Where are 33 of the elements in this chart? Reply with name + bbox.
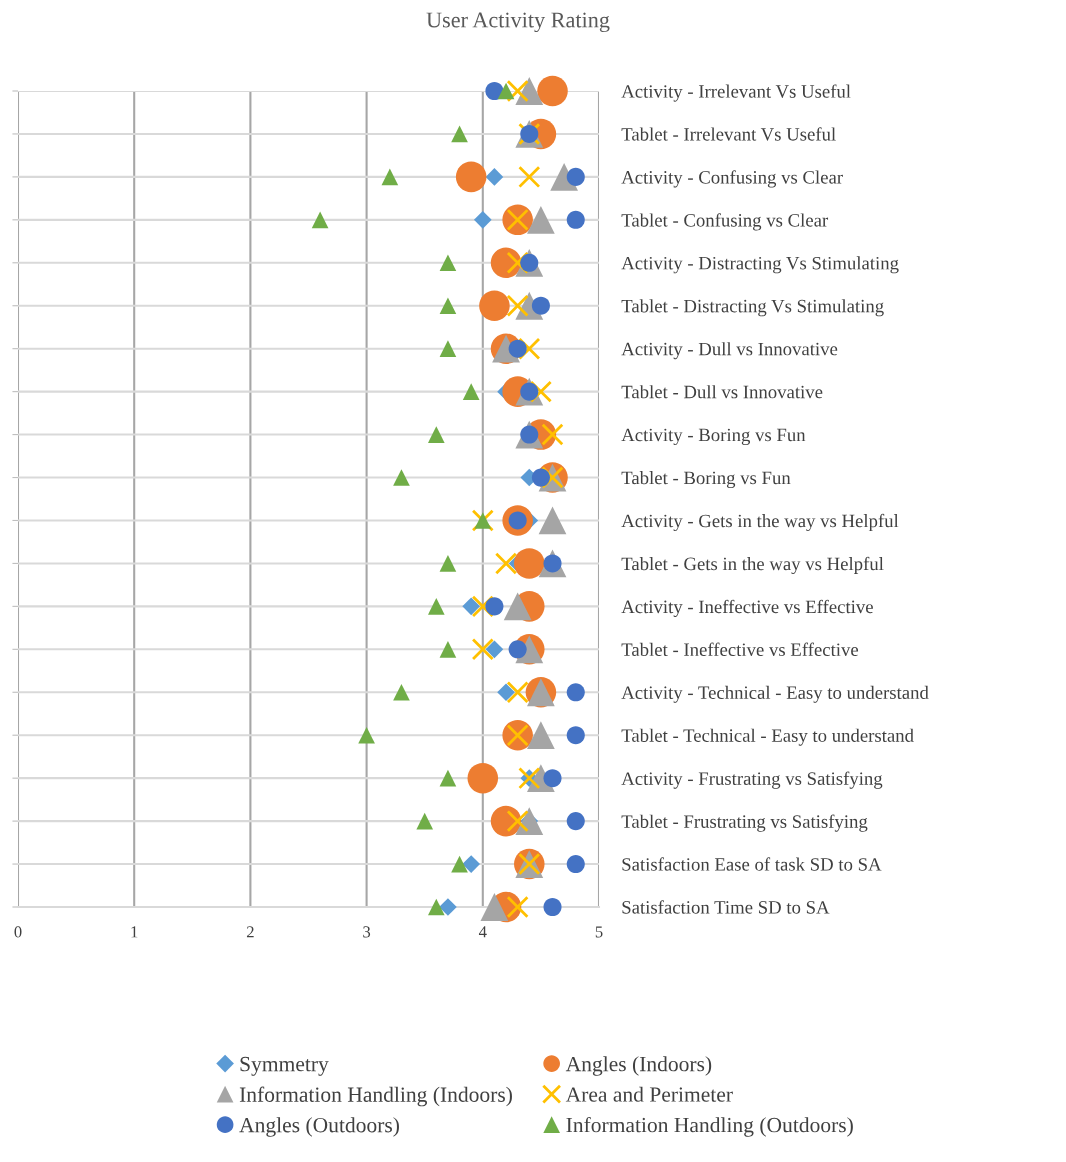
y-tick-label: Activity - Gets in the way vs Helpful xyxy=(621,513,899,532)
y-tick-label: Activity - Dull vs Innovative xyxy=(621,342,838,360)
x-tick-label: 1 xyxy=(131,926,138,938)
y-tick-label: Activity - Distracting Vs Stimulating xyxy=(621,256,899,274)
y-tick-label: Activity - Ineffective vs Effective xyxy=(621,599,873,618)
x-tick-label: 0 xyxy=(14,926,22,938)
y-tick-label: Activity - Confusing vs Clear xyxy=(621,170,843,188)
legend-label: Angles (Indoors) xyxy=(565,1056,712,1076)
y-tick-label: Tablet - Boring vs Fun xyxy=(621,471,791,489)
y-tick-label: Activity - Technical - Easy to understand xyxy=(621,685,929,703)
y-tick-label: Activity - Boring vs Fun xyxy=(621,428,806,446)
chart-title: User Activity Rating xyxy=(426,12,610,33)
x-tick-label: 4 xyxy=(478,926,487,938)
y-tick-label: Tablet - Dull vs Innovative xyxy=(621,385,823,399)
y-tick-label: Tablet - Ineffective vs Effective xyxy=(621,642,859,657)
y-tick-label: Tablet - Confusing vs Clear xyxy=(621,213,829,231)
legend-label: Angles (Outdoors) xyxy=(239,1117,399,1137)
legend-label: Symmetry xyxy=(240,1056,329,1076)
y-tick-label: Tablet - Irrelevant Vs Useful xyxy=(621,127,836,141)
y-tick-label: Tablet - Gets in the way vs Helpful xyxy=(621,556,884,575)
y-tick-label: Activity - Frustrating vs Satisfying xyxy=(621,771,883,789)
y-tick-label: Satisfaction Time SD to SA xyxy=(622,900,830,914)
x-tick-label: 2 xyxy=(246,926,254,938)
x-tick-label: 3 xyxy=(363,926,371,938)
x-tick-label: 5 xyxy=(595,926,603,938)
y-tick-label: Tablet - Technical - Easy to understand xyxy=(621,728,914,746)
legend-label: Information Handling (Outdoors) xyxy=(566,1116,853,1137)
y-tick-label: Activity - Irrelevant Vs Useful xyxy=(621,84,851,102)
legend-label: Information Handling (Indoors) xyxy=(239,1086,512,1107)
y-tick-label: Tablet - Distracting Vs Stimulating xyxy=(621,299,884,317)
y-tick-label: Tablet - Frustrating vs Satisfying xyxy=(621,814,868,832)
y-tick-label: Satisfaction Ease of task SD to SA xyxy=(622,857,882,871)
legend-label: Area and Perimeter xyxy=(565,1086,733,1102)
